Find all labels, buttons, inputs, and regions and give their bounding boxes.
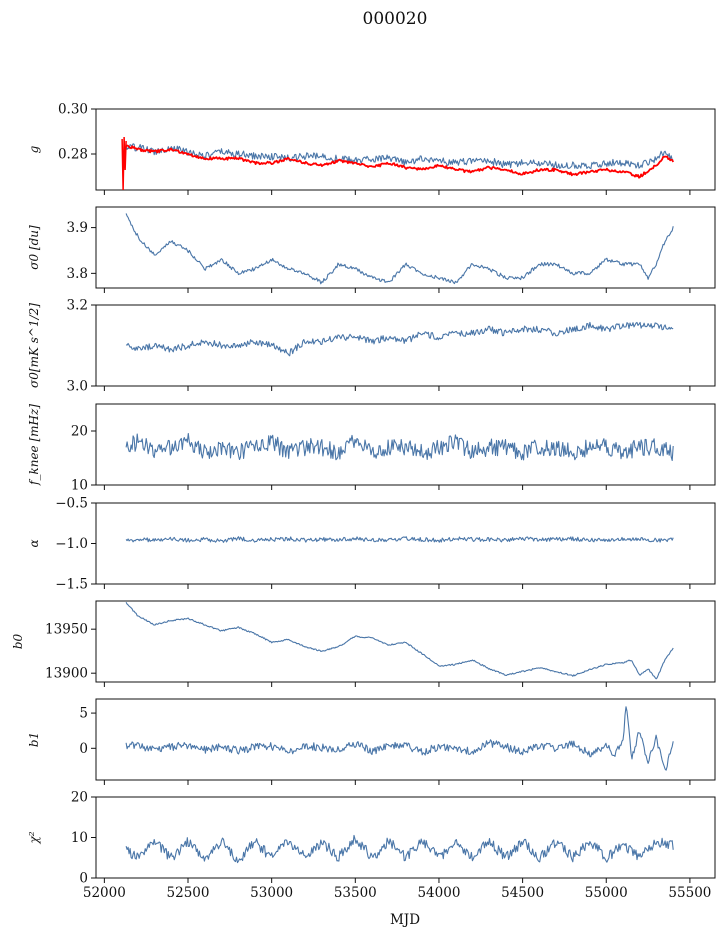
y-tick-label: −1.0: [55, 536, 88, 552]
y-tick-label: 10: [71, 478, 88, 494]
y-tick-label: 0.30: [58, 102, 88, 118]
series-line: [125, 143, 674, 170]
panel-3: 3.0 3.2 σ0[mK s^1/2]: [27, 298, 716, 395]
series-line: [125, 536, 674, 543]
panel-1: 0.28 0.30 g: [27, 102, 716, 195]
panel-7: 0 5 b1: [27, 698, 716, 785]
y-tick-label: 3.9: [67, 220, 88, 236]
x-tick-label: 53500: [334, 885, 377, 901]
axes-frame: [95, 600, 716, 683]
x-tick-label: 55500: [668, 885, 711, 901]
x-tick-label: 53000: [250, 885, 293, 901]
y-tick-label: 13950: [45, 622, 88, 638]
y-axis-label: b0: [11, 633, 25, 649]
panel-4: 10 20 f_knee [mHz]: [27, 403, 716, 494]
y-tick-label: 10: [71, 830, 88, 846]
axes-frame: [95, 698, 716, 781]
axes-frame: [95, 206, 716, 289]
y-tick-label: 20: [71, 790, 88, 806]
y-tick-label: 13900: [45, 666, 88, 682]
x-tick-label: 52000: [83, 885, 126, 901]
x-tick-label: 54500: [501, 885, 544, 901]
y-axis-label: χ²: [27, 831, 41, 844]
y-tick-label: −0.5: [55, 496, 88, 512]
y-tick-label: 3.2: [67, 298, 88, 314]
y-axis-label: g: [27, 145, 41, 153]
series-line: [125, 321, 674, 357]
series-line: [125, 706, 674, 771]
series-line: [125, 834, 674, 864]
y-axis-label: b1: [27, 732, 41, 747]
x-tick-label: 55000: [585, 885, 628, 901]
panel-8: 0 10 20 52000 52500 53000 53500 54000 54500 55000…: [27, 790, 716, 901]
x-tick-label: 54000: [417, 885, 460, 901]
x-tick-label: 52500: [167, 885, 210, 901]
y-axis-label: f_knee [mHz]: [27, 404, 41, 486]
x-axis-label: MJD: [390, 912, 420, 928]
panel-5: −1.5 −1.0 −0.5 α: [27, 496, 716, 593]
y-tick-label: 5: [79, 706, 88, 722]
y-tick-label: 0: [79, 741, 88, 757]
y-axis-label: σ0[mK s^1/2]: [27, 303, 41, 388]
y-tick-label: −1.5: [55, 577, 88, 593]
series-line: [125, 144, 675, 179]
axes-frame: [95, 108, 716, 191]
y-tick-label: 0: [79, 871, 88, 887]
axes-frame: [95, 403, 716, 486]
y-axis-label: α: [27, 539, 41, 547]
y-tick-label: 3.0: [67, 379, 88, 395]
panel-6: 13900 13950 b0: [11, 600, 716, 687]
series-line: [125, 213, 674, 285]
axes-frame: [95, 502, 716, 585]
model-spike: [121, 136, 127, 191]
y-tick-label: 3.8: [67, 266, 88, 282]
y-tick-label: 0.28: [58, 147, 88, 163]
series-line: [125, 432, 674, 462]
series-line: [125, 601, 674, 680]
y-tick-label: 20: [71, 424, 88, 440]
axes-frame: [95, 796, 716, 879]
axes-frame: [95, 304, 716, 387]
y-axis-label: σ0 [du]: [27, 225, 41, 270]
figure-title: 000020: [363, 9, 428, 29]
panel-2: 3.8 3.9 σ0 [du]: [27, 206, 716, 293]
